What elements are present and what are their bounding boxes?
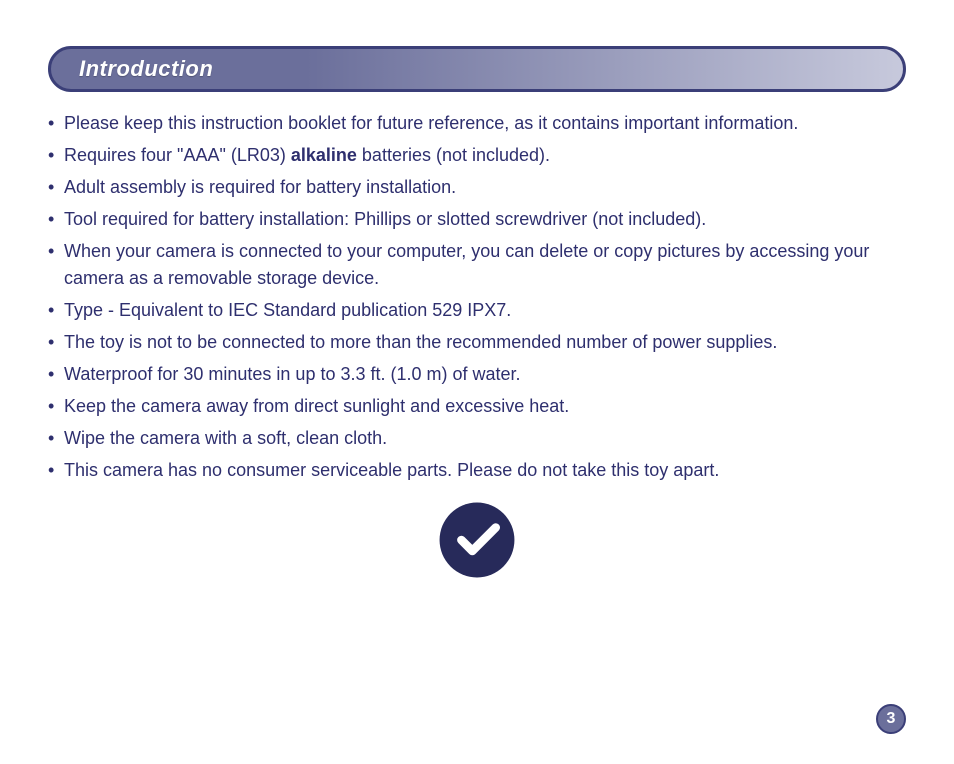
bullet-item: Waterproof for 30 minutes in up to 3.3 f… [48,361,906,389]
bullet-item: Tool required for battery installation: … [48,206,906,234]
bullet-text-prefix: Please keep this instruction booklet for… [64,113,798,133]
bullet-text-prefix: Wipe the camera with a soft, clean cloth… [64,428,387,448]
bullet-text-bold: alkaline [291,145,357,165]
bullet-text-prefix: Tool required for battery installation: … [64,209,706,229]
bullet-text-prefix: Adult assembly is required for battery i… [64,177,456,197]
bullet-text-prefix: When your camera is connected to your co… [64,241,869,289]
bullet-item: This camera has no consumer serviceable … [48,457,906,485]
bullet-item: Please keep this instruction booklet for… [48,110,906,138]
bullet-item: Keep the camera away from direct sunligh… [48,393,906,421]
bullet-text-prefix: Keep the camera away from direct sunligh… [64,396,569,416]
bullet-text-prefix: Type - Equivalent to IEC Standard public… [64,300,511,320]
bullet-item: Type - Equivalent to IEC Standard public… [48,297,906,325]
bullet-item: The toy is not to be connected to more t… [48,329,906,357]
page-number-badge: 3 [876,704,906,734]
section-title: Introduction [79,56,213,82]
bullet-text-prefix: This camera has no consumer serviceable … [64,460,719,480]
bullet-text-prefix: The toy is not to be connected to more t… [64,332,777,352]
bullet-text-prefix: Requires four "AAA" (LR03) [64,145,291,165]
bullet-item: Wipe the camera with a soft, clean cloth… [48,425,906,453]
bullet-text-prefix: Waterproof for 30 minutes in up to 3.3 f… [64,364,521,384]
page-number: 3 [887,710,896,728]
checkmark-icon [48,501,906,579]
bullet-list: Please keep this instruction booklet for… [48,110,906,485]
document-page: Introduction Please keep this instructio… [0,0,954,764]
bullet-item: Requires four "AAA" (LR03) alkaline batt… [48,142,906,170]
bullet-text-suffix: batteries (not included). [357,145,550,165]
bullet-item: When your camera is connected to your co… [48,238,906,294]
section-header: Introduction [48,46,906,92]
bullet-item: Adult assembly is required for battery i… [48,174,906,202]
